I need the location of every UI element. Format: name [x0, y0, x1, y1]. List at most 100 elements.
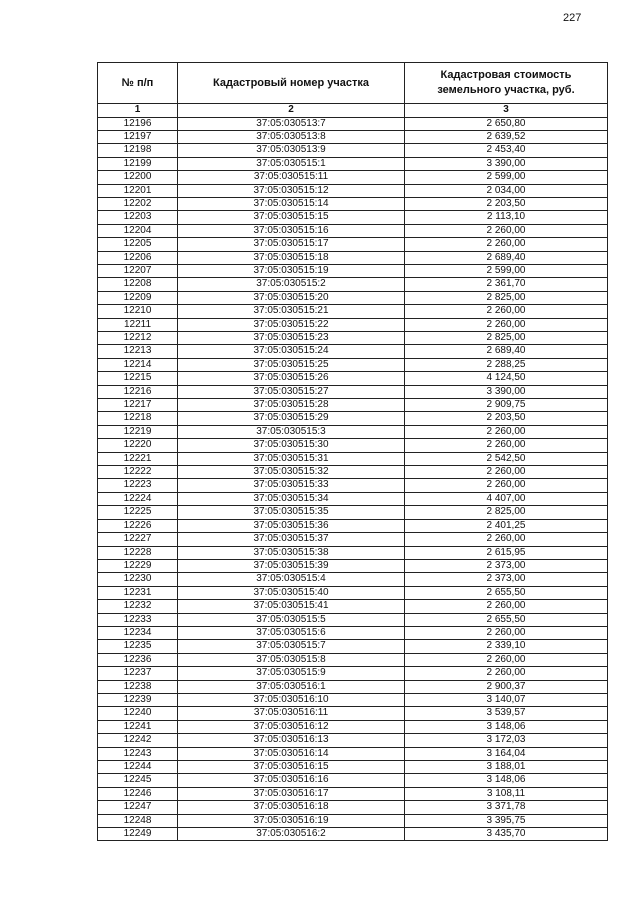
row-number: 12242: [97, 733, 178, 748]
table-row: 12236 37:05:030515:8 2 260,00: [97, 652, 608, 668]
header-row: № п/п Кадастровый номер участка Кадастро…: [97, 62, 608, 104]
cadastral-value: 2 113,10: [404, 210, 608, 225]
table-row: 12213 37:05:030515:24 2 689,40: [97, 344, 608, 359]
cadastral-number: 37:05:030515:11: [177, 170, 405, 185]
column-number: 3: [404, 103, 608, 118]
cadastral-number: 37:05:030515:16: [177, 223, 405, 239]
cadastral-value: 2 373,00: [404, 572, 608, 587]
row-number: 12235: [97, 639, 178, 654]
table-row: 12242 37:05:030516:13 3 172,03: [97, 733, 608, 748]
cadastral-value: 2 615,95: [404, 545, 608, 560]
row-number: 12231: [97, 585, 178, 601]
cadastral-number: 37:05:030515:31: [177, 451, 405, 467]
row-number: 12200: [97, 170, 178, 185]
row-number: 12249: [97, 827, 178, 842]
table-row: 12200 37:05:030515:11 2 599,00: [97, 170, 608, 185]
cadastral-number: 37:05:030515:35: [177, 505, 405, 520]
table-row: 12218 37:05:030515:29 2 203,50: [97, 411, 608, 426]
row-number: 12229: [97, 558, 178, 574]
cadastral-number: 37:05:030516:14: [177, 746, 405, 762]
cadastral-number: 37:05:030515:19: [177, 263, 405, 279]
cadastral-value: 2 909,75: [404, 398, 608, 413]
cadastral-value: 2 260,00: [404, 625, 608, 641]
cadastral-number: 37:05:030515:8: [177, 652, 405, 668]
table-row: 12217 37:05:030515:28 2 909,75: [97, 398, 608, 413]
cadastral-number: 37:05:030515:30: [177, 438, 405, 453]
table-row: 12227 37:05:030515:37 2 260,00: [97, 532, 608, 547]
cadastral-number: 37:05:030515:25: [177, 357, 405, 373]
table-row: 12214 37:05:030515:25 2 288,25: [97, 357, 608, 373]
row-number: 12240: [97, 706, 178, 721]
cadastral-number: 37:05:030516:12: [177, 719, 405, 735]
row-number: 12209: [97, 290, 178, 306]
row-number: 12210: [97, 304, 178, 319]
cadastral-value: 3 539,57: [404, 706, 608, 721]
row-number: 12217: [97, 398, 178, 413]
cadastral-value: 2 650,80: [404, 116, 608, 131]
cadastral-number: 37:05:030513:9: [177, 143, 405, 158]
table-row: 12231 37:05:030515:40 2 655,50: [97, 585, 608, 601]
row-number: 12203: [97, 210, 178, 225]
table-row: 12230 37:05:030515:4 2 373,00: [97, 572, 608, 587]
table-row: 12248 37:05:030516:19 3 395,75: [97, 813, 608, 829]
cadastral-value: 3 188,01: [404, 759, 608, 775]
table-row: 12206 37:05:030515:18 2 689,40: [97, 250, 608, 265]
column-number-row: 1 2 3: [97, 103, 608, 118]
cadastral-value: 3 148,06: [404, 773, 608, 788]
row-number: 12201: [97, 183, 178, 198]
row-number: 12208: [97, 277, 178, 292]
row-number: 12211: [97, 317, 178, 333]
table-row: 12203 37:05:030515:15 2 113,10: [97, 210, 608, 225]
cadastral-number: 37:05:030515:29: [177, 411, 405, 426]
column-number: 2: [177, 103, 405, 118]
cadastral-value: 2 034,00: [404, 183, 608, 198]
table-row: 12228 37:05:030515:38 2 615,95: [97, 545, 608, 560]
row-number: 12228: [97, 545, 178, 560]
row-number: 12197: [97, 129, 178, 145]
row-number: 12206: [97, 250, 178, 265]
cadastral-value: 2 599,00: [404, 170, 608, 185]
cadastral-value: 2 260,00: [404, 599, 608, 614]
table-row: 12235 37:05:030515:7 2 339,10: [97, 639, 608, 654]
cadastral-number: 37:05:030516:10: [177, 692, 405, 708]
table-row: 12221 37:05:030515:31 2 542,50: [97, 451, 608, 467]
table-row: 12249 37:05:030516:2 3 435,70: [97, 827, 608, 842]
cadastral-number: 37:05:030515:27: [177, 384, 405, 400]
table-row: 12220 37:05:030515:30 2 260,00: [97, 438, 608, 453]
table-row: 12229 37:05:030515:39 2 373,00: [97, 558, 608, 574]
table-row: 12238 37:05:030516:1 2 900,37: [97, 679, 608, 694]
cadastral-number: 37:05:030516:2: [177, 827, 405, 842]
row-number: 12247: [97, 800, 178, 815]
row-number: 12222: [97, 465, 178, 480]
cadastral-value: 2 260,00: [404, 652, 608, 668]
row-number: 12224: [97, 491, 178, 507]
cadastral-number: 37:05:030515:23: [177, 330, 405, 346]
cadastral-value: 4 124,50: [404, 371, 608, 386]
cadastral-number: 37:05:030515:22: [177, 317, 405, 333]
cadastral-value: 2 373,00: [404, 558, 608, 574]
cadastral-value: 3 390,00: [404, 384, 608, 400]
cadastral-value: 2 900,37: [404, 679, 608, 694]
row-number: 12236: [97, 652, 178, 668]
table-row: 12212 37:05:030515:23 2 825,00: [97, 330, 608, 346]
table-row: 12209 37:05:030515:20 2 825,00: [97, 290, 608, 306]
cadastral-number: 37:05:030513:8: [177, 129, 405, 145]
row-number: 12234: [97, 625, 178, 641]
cadastral-number: 37:05:030515:20: [177, 290, 405, 306]
cadastral-number: 37:05:030515:7: [177, 639, 405, 654]
cadastral-value: 2 599,00: [404, 263, 608, 279]
cadastral-value: 3 395,75: [404, 813, 608, 829]
cadastral-number: 37:05:030515:40: [177, 585, 405, 601]
row-number: 12233: [97, 612, 178, 627]
row-number: 12246: [97, 786, 178, 802]
cadastral-number: 37:05:030515:37: [177, 532, 405, 547]
cadastral-value: 2 639,52: [404, 129, 608, 145]
cadastral-value: 2 655,50: [404, 585, 608, 601]
table-row: 12239 37:05:030516:10 3 140,07: [97, 692, 608, 708]
row-number: 12198: [97, 143, 178, 158]
cadastral-value: 2 260,00: [404, 424, 608, 440]
cadastral-value: 2 203,50: [404, 411, 608, 426]
header-cadastral-value: Кадастровая стоимость земельного участка…: [404, 62, 608, 104]
table-row: 12240 37:05:030516:11 3 539,57: [97, 706, 608, 721]
table-row: 12226 37:05:030515:36 2 401,25: [97, 518, 608, 534]
